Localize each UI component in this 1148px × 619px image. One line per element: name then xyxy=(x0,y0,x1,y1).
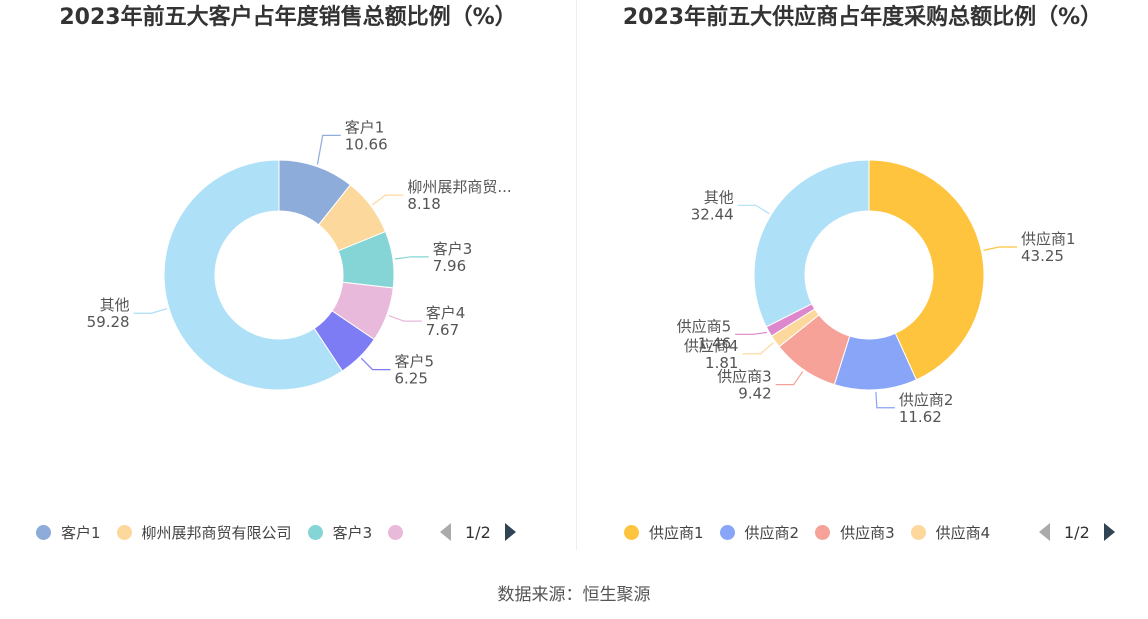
legend-item[interactable]: 客户3 xyxy=(307,522,373,543)
leader-line xyxy=(394,256,429,260)
legend-label: 供应商1 xyxy=(649,523,704,542)
legend-item[interactable]: 供应商2 xyxy=(719,522,800,543)
slice-label: 供应商1 xyxy=(1021,230,1076,248)
chart-title: 2023年前五大客户占年度销售总额比例（%） xyxy=(59,5,517,30)
slice-value-label: 32.44 xyxy=(691,205,734,223)
slice-value-label: 9.42 xyxy=(738,385,771,403)
slice-label: 客户4 xyxy=(426,304,466,322)
legend-item[interactable]: 供应商1 xyxy=(624,522,704,543)
data-source-note: 数据来源：恒生聚源 xyxy=(497,585,651,605)
slice-value-label: 11.62 xyxy=(899,408,942,426)
legend-page-indicator: 1/2 xyxy=(1064,522,1090,542)
legend-label: 供应商4 xyxy=(935,523,991,542)
leader-line xyxy=(735,331,768,335)
slice-label: 供应商2 xyxy=(899,391,954,409)
slice-6[interactable] xyxy=(753,159,870,328)
leader-line xyxy=(742,342,774,355)
legend-prev-button[interactable] xyxy=(440,523,451,541)
slice-value-label: 7.96 xyxy=(433,257,466,275)
legend-label: 柳州展邦商贸有限公司 xyxy=(141,523,292,542)
slice-label: 其他 xyxy=(100,296,130,314)
slice-value-label: 7.67 xyxy=(426,321,459,339)
legend-marker xyxy=(719,524,735,540)
panel-divider xyxy=(576,0,577,550)
legend-marker xyxy=(910,524,926,540)
leader-line xyxy=(372,194,404,206)
slice-label: 柳州展邦商贸... xyxy=(407,178,511,196)
chart-legend: 供应商1 供应商2 供应商3 供应商4 xyxy=(624,518,1038,546)
slice-label: 供应商5 xyxy=(677,317,732,335)
slice-label: 供应商3 xyxy=(717,368,772,386)
legend-marker xyxy=(36,524,51,540)
slice-value-label: 59.28 xyxy=(87,313,130,331)
chart-legend: 客户1 柳州展邦商贸有限公司 客户3 xyxy=(36,518,436,546)
legend-marker xyxy=(815,524,831,540)
legend-marker xyxy=(307,524,323,540)
legend-next-button[interactable] xyxy=(504,523,516,541)
legend-label: 客户1 xyxy=(61,523,101,542)
legend-marker xyxy=(624,524,639,540)
legend-label: 供应商2 xyxy=(744,523,800,542)
legend-pager: 1/2 xyxy=(440,518,516,546)
legend-marker xyxy=(388,524,404,540)
slice-value-label: 6.25 xyxy=(394,370,427,388)
slice-value-label: 1.46 xyxy=(698,334,731,352)
slice-1[interactable] xyxy=(868,159,985,381)
legend-label: 客户3 xyxy=(332,523,373,542)
leader-line xyxy=(360,357,391,371)
legend-marker xyxy=(116,524,132,540)
legend-item[interactable]: 供应商3 xyxy=(815,522,895,543)
legend-item[interactable]: 柳州展邦商贸有限公司 xyxy=(116,522,292,543)
slice-label: 客户3 xyxy=(433,240,473,258)
legend-prev-button[interactable] xyxy=(1039,523,1050,541)
customer-chart-panel: 2023年前五大客户占年度销售总额比例（%） 客户1 10.66 柳州展邦商贸...… xyxy=(0,0,576,560)
supplier-chart-panel: 2023年前五大供应商占年度采购总额比例（%） 供应商1 43.25 供应商2 11.… xyxy=(577,0,1148,560)
slice-value-label: 1.81 xyxy=(705,354,738,372)
slice-value-label: 8.18 xyxy=(407,195,440,213)
legend-page-indicator: 1/2 xyxy=(465,522,491,542)
leader-line xyxy=(316,134,341,165)
legend-next-button[interactable] xyxy=(1103,523,1115,541)
slice-value-label: 10.66 xyxy=(345,135,388,153)
leader-line xyxy=(983,246,1018,251)
leader-line xyxy=(737,204,770,215)
legend-label: 供应商3 xyxy=(840,523,895,542)
legend-item[interactable]: 客户1 xyxy=(36,522,101,543)
leader-line xyxy=(875,391,895,409)
legend-item[interactable] xyxy=(388,524,413,540)
leader-line xyxy=(388,315,422,322)
legend-pager: 1/2 xyxy=(1039,518,1115,546)
legend-item[interactable]: 供应商4 xyxy=(910,522,991,543)
slice-label: 客户5 xyxy=(394,353,434,371)
chart-title: 2023年前五大供应商占年度采购总额比例（%） xyxy=(622,5,1103,30)
leader-line xyxy=(775,371,804,386)
slice-6[interactable] xyxy=(163,159,344,391)
leader-line xyxy=(133,308,168,314)
slice-label: 客户1 xyxy=(345,118,385,136)
slice-value-label: 43.25 xyxy=(1021,247,1064,265)
slice-label: 其他 xyxy=(704,188,734,206)
slice-label: 供应商4 xyxy=(684,337,739,355)
